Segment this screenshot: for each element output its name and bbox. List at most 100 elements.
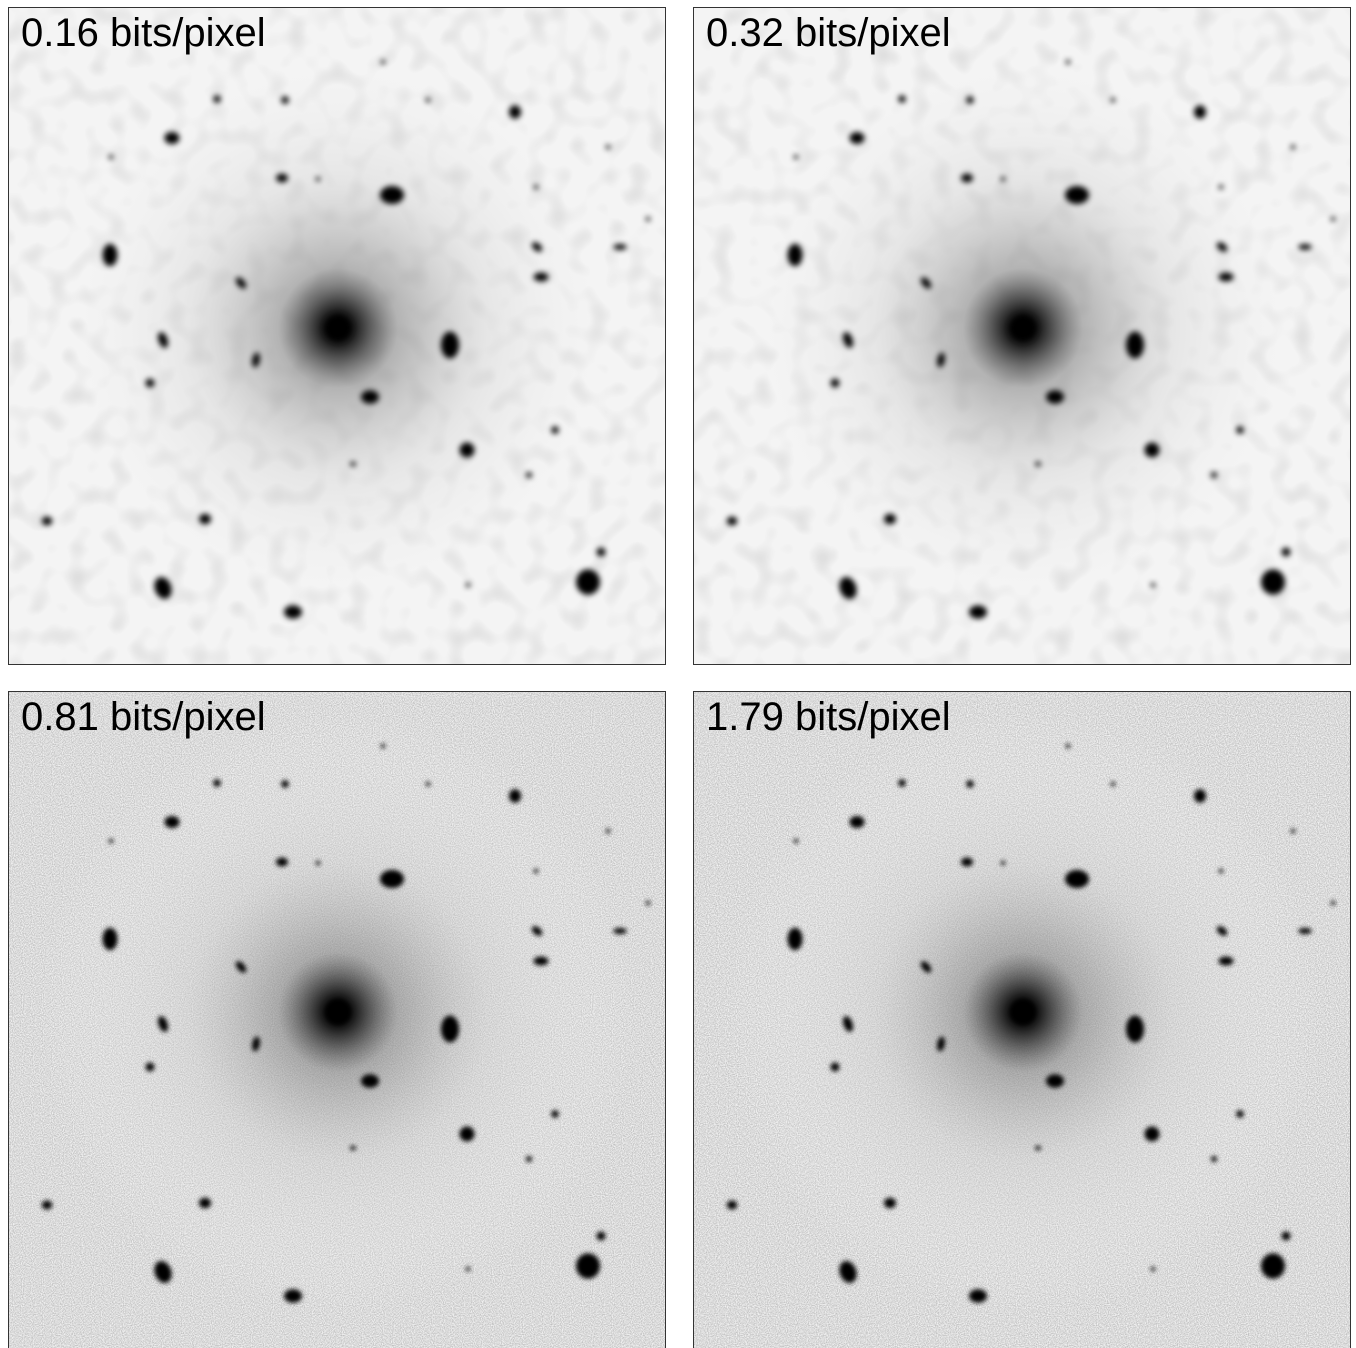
galaxy <box>1282 1232 1291 1241</box>
image <box>693 691 1351 1348</box>
galaxy <box>526 472 532 478</box>
galaxy <box>526 1156 532 1162</box>
image <box>8 7 666 665</box>
galaxy <box>1046 390 1064 404</box>
galaxy <box>969 605 987 619</box>
galaxy <box>884 1198 896 1209</box>
galaxy <box>788 244 803 267</box>
galaxy <box>534 869 539 874</box>
galaxy <box>606 145 611 150</box>
galaxy <box>380 870 404 888</box>
galaxy <box>1331 901 1336 906</box>
galaxy <box>794 155 799 160</box>
galaxy <box>551 426 559 434</box>
galaxy <box>1291 145 1296 150</box>
galaxy <box>576 1253 600 1279</box>
galaxy <box>1126 1016 1144 1043</box>
galaxy <box>534 273 549 282</box>
galaxy <box>1194 789 1206 803</box>
galaxy <box>460 443 475 458</box>
galaxy <box>850 816 865 828</box>
galaxy <box>361 390 379 404</box>
galaxy <box>213 95 221 103</box>
galaxy <box>646 217 651 222</box>
galaxy <box>727 1201 738 1210</box>
galaxy <box>969 1289 987 1303</box>
galaxy <box>103 928 118 951</box>
central-galaxy-core <box>1009 314 1037 342</box>
galaxy <box>1211 1156 1217 1162</box>
galaxy <box>466 1267 471 1272</box>
galaxy <box>42 1201 53 1210</box>
galaxy <box>1298 244 1312 250</box>
galaxy <box>794 839 799 844</box>
galaxy <box>146 379 155 388</box>
galaxy <box>316 861 321 866</box>
central-galaxy-core <box>324 998 352 1026</box>
galaxy <box>42 517 53 526</box>
galaxy <box>961 858 973 867</box>
galaxy <box>1126 332 1144 359</box>
galaxy <box>1145 1127 1160 1142</box>
galaxy <box>426 98 431 103</box>
galaxy <box>1151 583 1156 588</box>
galaxy <box>103 244 118 267</box>
galaxy <box>831 1063 840 1072</box>
galaxy <box>961 174 973 183</box>
galaxy <box>1065 870 1089 888</box>
galaxy <box>850 132 865 144</box>
galaxy <box>381 744 386 749</box>
galaxy <box>1291 829 1296 834</box>
galaxy <box>966 96 974 104</box>
galaxy <box>380 186 404 204</box>
galaxy <box>284 605 302 619</box>
galaxy <box>284 1289 302 1303</box>
panel-label: 1.79 bits/pixel <box>706 695 951 740</box>
galaxy <box>576 569 600 595</box>
galaxy <box>199 514 211 525</box>
galaxy <box>466 583 471 588</box>
galaxy <box>1145 443 1160 458</box>
figure: 0.16 bits/pixel 0.32 bits/pixel 0.81 bit… <box>0 0 1356 1348</box>
galaxy <box>1065 186 1089 204</box>
galaxy <box>1035 1146 1041 1151</box>
panel: 0.32 bits/pixel <box>693 7 1351 665</box>
galaxy <box>727 517 738 526</box>
galaxy <box>898 95 906 103</box>
galaxy <box>646 901 651 906</box>
galaxy <box>884 514 896 525</box>
galaxy <box>109 155 114 160</box>
galaxy <box>1111 98 1116 103</box>
galaxy <box>1331 217 1336 222</box>
galaxy <box>551 1110 559 1118</box>
galaxy <box>165 816 180 828</box>
galaxy <box>1219 273 1234 282</box>
galaxy <box>1035 462 1041 467</box>
galaxy <box>1001 177 1006 182</box>
galaxy <box>441 1016 459 1043</box>
galaxy <box>606 829 611 834</box>
galaxy <box>441 332 459 359</box>
galaxy <box>316 177 321 182</box>
galaxy <box>1211 472 1217 478</box>
galaxy <box>509 105 521 119</box>
panel-label: 0.16 bits/pixel <box>21 11 266 56</box>
panel-label: 0.81 bits/pixel <box>21 695 266 740</box>
galaxy <box>1066 744 1071 749</box>
galaxy <box>350 1146 356 1151</box>
galaxy <box>1219 869 1224 874</box>
galaxy <box>534 185 539 190</box>
galaxy <box>361 1074 379 1088</box>
galaxy <box>460 1127 475 1142</box>
panel: 0.81 bits/pixel <box>8 691 666 1348</box>
galaxy <box>1236 1110 1244 1118</box>
galaxy <box>213 779 221 787</box>
galaxy <box>165 132 180 144</box>
galaxy <box>597 548 606 557</box>
galaxy <box>1298 928 1312 934</box>
galaxy <box>146 1063 155 1072</box>
central-galaxy-core <box>1009 998 1037 1026</box>
panel: 1.79 bits/pixel <box>693 691 1351 1348</box>
galaxy <box>1111 782 1116 787</box>
panel-label: 0.32 bits/pixel <box>706 11 951 56</box>
